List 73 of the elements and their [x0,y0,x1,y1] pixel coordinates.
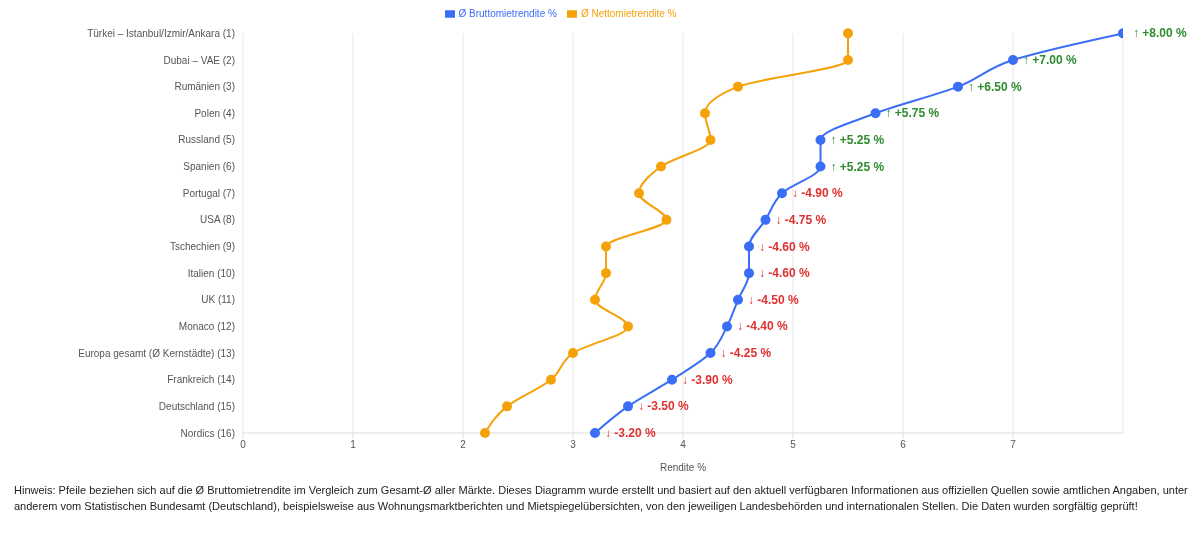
annotation: ↓ -3.90 % [682,372,734,387]
point [546,374,556,385]
y-tick-label: Russland (5) [178,134,235,146]
point [590,428,600,438]
point [744,241,754,252]
y-tick-label: Portugal (7) [182,187,235,199]
point [661,214,672,225]
y-tick-label: Dubai – VAE (2) [163,54,235,66]
annotation: ↑ +8.00 % [1133,26,1188,41]
point [815,161,826,172]
text: Hinweis: Pfeile beziehen sich auf die Ø Bruttomietrendite im Vergleich zum Gesamt-Ø aller Märkte. Dieses Diagramm wurde erstellt und basiert auf den aktuell verfügbaren Informationen aus offiziellen Quellen sowie amtlichen Angaben, unter anderem vom Statistischen Bundesamt (Deutschland), beispielsweise aus Wohnungsmarktberichten und Mietspiegelübersichten, von den jeweiligen Landesbehörden und internationalen Stellen. Die Daten wurden sorgfältig geprüft! [13,483,1189,514]
annotation: ↓ -4.90 % [792,186,844,201]
annotation: ↑ +6.50 % [968,79,1023,94]
point [733,294,743,305]
point [623,321,633,332]
y-tick-label: UK (11) [201,294,235,306]
point [870,108,881,119]
y-tick-label: Monaco (12) [178,320,235,332]
point [815,134,826,145]
point [502,401,512,412]
x-axis-title: Rendite % [659,462,707,473]
point [601,268,611,279]
annotation: ↓ -4.75 % [775,212,827,227]
legend-label: Ø Bruttomietrendite % [458,8,557,19]
y-tick-label: Nordics (16) [180,427,235,439]
point [744,268,754,279]
annotation: ↓ -3.50 % [638,399,690,414]
x-tick-label: 3 [570,439,577,451]
y-tick-label: Tschechien (9) [169,241,235,253]
point [843,28,853,39]
annotation: ↓ -4.60 % [759,239,811,254]
annotation: ↑ +5.25 % [830,159,885,174]
y-tick-label: Europa gesamt (Ø Kernstädte) (13) [78,347,235,359]
point [656,161,666,172]
point [1008,55,1018,65]
annotation: ↓ -4.25 % [720,346,772,361]
point [953,81,963,92]
point [843,55,853,65]
annotation: ↑ +5.75 % [885,106,940,121]
y-tick-label: Deutschland (15) [158,400,235,412]
point [590,294,600,305]
point [480,428,490,438]
annotation: ↑ +7.00 % [1023,53,1078,67]
annotation: ↓ -3.20 % [605,426,657,440]
point [667,374,677,385]
x-tick-label: 4 [680,439,687,451]
point [777,188,787,199]
y-tick-label: Spanien (6) [183,161,235,173]
annotation: ↓ -4.50 % [748,292,800,307]
point [700,108,710,119]
x-tick-label: 2 [460,439,467,451]
y-tick-label: Polen (4) [194,107,235,119]
x-tick-label: 5 [790,439,797,451]
annotation: ↓ -4.40 % [737,319,789,334]
point [733,81,743,92]
x-tick-label: 7 [1010,439,1017,451]
annotation: ↓ -4.60 % [759,266,811,281]
legend-label: Ø Nettomietrendite % [580,8,677,19]
point [623,401,633,412]
point [722,321,732,332]
x-tick-label: 6 [900,439,907,451]
point [601,241,611,252]
point [705,348,716,359]
point [568,348,578,359]
y-tick-label: USA (8) [199,214,235,226]
annotation: ↑ +5.25 % [830,132,885,147]
y-tick-label: Frankreich (14) [167,374,235,386]
point [705,134,716,145]
y-tick-label: Rumänien (3) [174,81,235,93]
y-tick-label: Italien (10) [187,267,235,279]
y-tick-label: Türkei – Istanbul/Izmir/Ankara (1) [87,27,235,39]
x-tick-label: 1 [350,439,357,451]
x-tick-label: 0 [240,439,247,451]
